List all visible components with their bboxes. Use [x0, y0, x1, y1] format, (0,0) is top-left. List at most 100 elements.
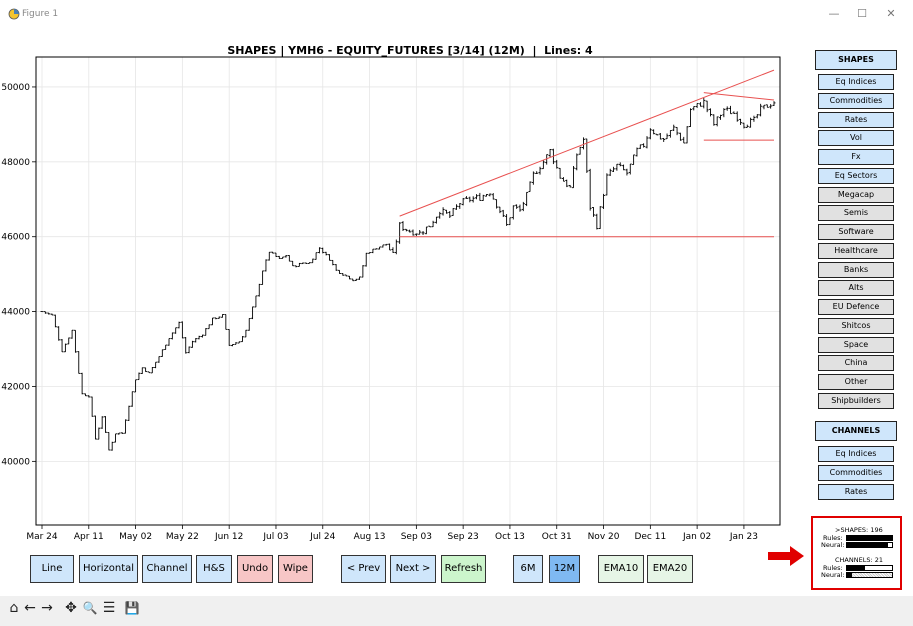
ohlc-bar [665, 133, 669, 140]
button-horizontal[interactable]: Horizontal [79, 555, 138, 583]
button-channel[interactable]: Channel [142, 555, 192, 583]
ohlc-bar [324, 251, 328, 256]
button-12m[interactable]: 12M [549, 555, 580, 583]
ohlc-bar [428, 225, 432, 228]
ohlc-bar [745, 124, 749, 128]
configure-subplots-icon[interactable]: ☰ [102, 600, 116, 616]
trend-line-3[interactable] [703, 92, 775, 101]
channels-header-button[interactable]: CHANNELS [815, 421, 897, 441]
ohlc-bar [672, 124, 676, 131]
ohlc-bar [505, 214, 509, 226]
ohlc-bar [578, 146, 582, 155]
ohlc-bar [180, 321, 184, 339]
button-undo[interactable]: Undo [237, 555, 273, 583]
minimize-button[interactable]: — [828, 7, 840, 20]
category-button-other[interactable]: Other [818, 374, 894, 390]
x-tick-label: Aug 13 [354, 532, 386, 542]
category-button-eu-defence[interactable]: EU Defence [818, 299, 894, 315]
ohlc-bar [398, 222, 402, 244]
ohlc-bar [541, 160, 545, 170]
category-button-commodities[interactable]: Commodities [818, 92, 894, 109]
shapes-neural-label: Neural: [821, 541, 845, 549]
category-button-rates[interactable]: Rates [818, 483, 894, 500]
category-button-banks[interactable]: Banks [818, 261, 894, 278]
ohlc-bar [725, 106, 729, 111]
category-button-semis[interactable]: Semis [818, 205, 894, 222]
button-ema20[interactable]: EMA20 [647, 555, 693, 583]
category-button-commodities[interactable]: Commodities [818, 464, 894, 481]
maximize-button[interactable]: ☐ [857, 7, 867, 20]
zoom-icon[interactable]: 🔍 [82, 601, 98, 615]
ohlc-bar [284, 255, 288, 258]
ohlc-bar [154, 361, 158, 369]
ohlc-bar [404, 228, 408, 232]
button-prev[interactable]: < Prev [341, 555, 386, 583]
ohlc-bar [47, 312, 51, 315]
button-h-s[interactable]: H&S [196, 555, 232, 583]
ohlc-bar [204, 328, 208, 336]
category-button-fx[interactable]: Fx [818, 149, 894, 165]
ohlc-bar [200, 334, 204, 338]
pan-icon[interactable]: ✥ [65, 600, 77, 616]
ohlc-bar [331, 259, 335, 266]
home-icon[interactable]: ⌂ [9, 600, 19, 616]
close-button[interactable]: ✕ [886, 7, 896, 20]
back-icon[interactable]: ← [24, 600, 36, 616]
ohlc-bar [374, 248, 378, 250]
ohlc-bar [114, 433, 118, 443]
ohlc-bar [702, 98, 706, 109]
ohlc-bar [294, 265, 298, 268]
ohlc-bar [237, 341, 241, 344]
ohlc-bar [538, 166, 542, 175]
window-title: Figure 1 [22, 9, 59, 19]
button-6m[interactable]: 6M [513, 555, 543, 583]
category-button-china[interactable]: China [818, 355, 894, 372]
button-refresh[interactable]: Refresh [441, 555, 486, 583]
ohlc-bar [668, 130, 672, 138]
ohlc-bar [695, 103, 699, 108]
category-button-shitcos[interactable]: Shitcos [818, 317, 894, 334]
ohlc-bar [642, 143, 646, 148]
category-button-eq-indices[interactable]: Eq Indices [818, 446, 894, 462]
ohlc-bar [341, 273, 345, 276]
trend-line-0[interactable] [399, 69, 775, 217]
ohlc-bar [692, 106, 696, 111]
ohlc-bar [464, 196, 468, 199]
category-button-vol[interactable]: Vol [818, 130, 894, 147]
button-line[interactable]: Line [30, 555, 74, 583]
drawn-lines [399, 69, 775, 238]
category-button-shipbuilders[interactable]: Shipbuilders [818, 392, 894, 409]
category-button-rates[interactable]: Rates [818, 111, 894, 128]
button-next[interactable]: Next > [390, 555, 436, 583]
button-wipe[interactable]: Wipe [278, 555, 313, 583]
x-tick-label: Apr 11 [74, 532, 104, 542]
ohlc-bar [401, 221, 405, 231]
ohlc-bar [93, 415, 97, 440]
button-ema10[interactable]: EMA10 [598, 555, 644, 583]
ohlc-bar [117, 432, 121, 435]
forward-icon[interactable]: → [41, 600, 53, 616]
ohlc-chart[interactable]: 40000 42000 44000 46000 48000 50000 Mar 24 Apr … [0, 0, 913, 596]
ohlc-bar [267, 251, 271, 261]
category-button-healthcare[interactable]: Healthcare [818, 242, 894, 259]
ohlc-bar [424, 226, 428, 235]
shapes-header-button[interactable]: SHAPES [815, 50, 897, 70]
category-button-alts[interactable]: Alts [818, 280, 894, 297]
ohlc-bar [531, 171, 535, 185]
category-button-space[interactable]: Space [818, 336, 894, 353]
ohlc-bar [247, 318, 251, 331]
category-button-megacap[interactable]: Megacap [818, 186, 894, 203]
ohlc-bar [765, 104, 769, 108]
axes-frame [35, 56, 781, 526]
save-icon[interactable]: 💾 [124, 601, 140, 615]
category-button-software[interactable]: Software [818, 224, 894, 240]
ohlc-bar [418, 230, 422, 235]
ohlc-bar [53, 314, 57, 328]
ohlc-bar [739, 118, 743, 125]
category-button-eq-sectors[interactable]: Eq Sectors [818, 167, 894, 184]
category-button-eq-indices[interactable]: Eq Indices [818, 74, 894, 90]
ohlc-bar [588, 168, 592, 211]
ohlc-bar [575, 153, 579, 171]
ohlc-bar [254, 295, 258, 308]
ohlc-bar [384, 243, 388, 246]
